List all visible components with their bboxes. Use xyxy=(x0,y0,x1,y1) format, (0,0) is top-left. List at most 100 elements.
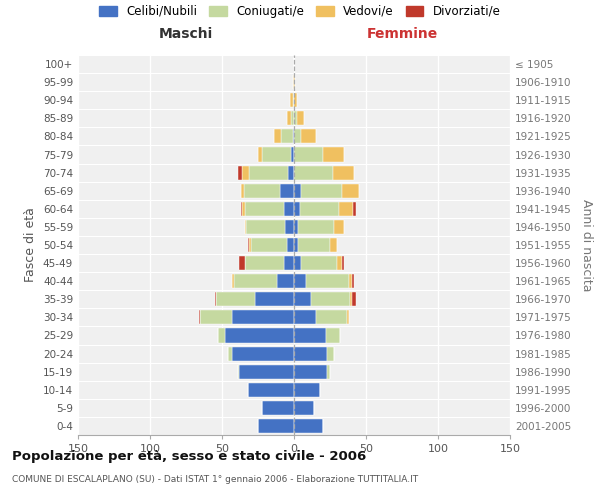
Bar xyxy=(288,166,294,179)
Bar xyxy=(294,220,298,234)
Bar xyxy=(349,274,352,288)
Bar xyxy=(347,310,349,324)
Bar xyxy=(228,346,232,360)
Bar xyxy=(281,130,293,143)
Bar xyxy=(215,292,216,306)
Bar xyxy=(353,202,356,216)
Bar xyxy=(291,112,294,126)
Bar xyxy=(232,274,233,288)
Bar xyxy=(218,328,225,342)
Bar xyxy=(300,202,338,216)
Text: Popolazione per età, sesso e stato civile - 2006: Popolazione per età, sesso e stato civil… xyxy=(12,450,366,463)
Bar xyxy=(239,256,245,270)
Bar xyxy=(323,148,344,162)
Bar xyxy=(258,419,294,433)
Bar xyxy=(242,202,245,216)
Bar xyxy=(238,166,242,179)
Bar xyxy=(316,310,347,324)
Bar xyxy=(277,274,294,288)
Text: Maschi: Maschi xyxy=(159,26,213,40)
Bar xyxy=(250,238,251,252)
Bar xyxy=(294,292,311,306)
Bar xyxy=(294,401,314,415)
Bar xyxy=(294,419,323,433)
Bar xyxy=(327,364,330,378)
Bar xyxy=(305,274,349,288)
Bar xyxy=(232,346,294,360)
Bar xyxy=(294,166,333,179)
Bar xyxy=(352,292,356,306)
Bar xyxy=(247,220,286,234)
Bar xyxy=(301,256,337,270)
Bar xyxy=(242,166,250,179)
Bar xyxy=(200,310,232,324)
Bar xyxy=(294,328,326,342)
Bar xyxy=(294,346,327,360)
Bar xyxy=(241,184,244,198)
Bar xyxy=(294,112,297,126)
Bar xyxy=(294,93,297,108)
Bar xyxy=(244,184,280,198)
Bar xyxy=(255,292,294,306)
Bar xyxy=(286,220,294,234)
Bar xyxy=(294,238,298,252)
Bar xyxy=(327,346,334,360)
Bar xyxy=(311,292,350,306)
Bar xyxy=(341,184,359,198)
Bar xyxy=(232,310,294,324)
Bar xyxy=(245,220,247,234)
Bar xyxy=(330,238,337,252)
Bar xyxy=(274,130,281,143)
Bar xyxy=(262,148,291,162)
Bar xyxy=(298,238,330,252)
Bar xyxy=(326,328,340,342)
Bar xyxy=(258,148,262,162)
Bar xyxy=(199,310,200,324)
Bar xyxy=(294,148,323,162)
Bar xyxy=(245,202,284,216)
Bar xyxy=(241,202,242,216)
Bar xyxy=(294,310,316,324)
Bar xyxy=(298,220,334,234)
Bar xyxy=(294,130,301,143)
Bar xyxy=(293,130,294,143)
Bar xyxy=(294,202,300,216)
Bar xyxy=(287,112,291,126)
Bar xyxy=(284,256,294,270)
Bar xyxy=(333,166,355,179)
Bar xyxy=(250,166,288,179)
Bar xyxy=(280,184,294,198)
Bar xyxy=(350,292,352,306)
Bar xyxy=(301,130,316,143)
Bar xyxy=(352,274,355,288)
Bar xyxy=(262,401,294,415)
Bar xyxy=(301,184,341,198)
Bar xyxy=(294,75,295,89)
Bar xyxy=(290,93,293,108)
Bar xyxy=(294,184,301,198)
Bar xyxy=(248,382,294,397)
Bar xyxy=(338,202,353,216)
Bar xyxy=(294,382,320,397)
Bar xyxy=(216,292,255,306)
Y-axis label: Fasce di età: Fasce di età xyxy=(25,208,37,282)
Bar xyxy=(238,364,239,378)
Bar xyxy=(294,364,327,378)
Bar xyxy=(294,256,301,270)
Text: COMUNE DI ESCALAPLANO (SU) - Dati ISTAT 1° gennaio 2006 - Elaborazione TUTTITALI: COMUNE DI ESCALAPLANO (SU) - Dati ISTAT … xyxy=(12,475,418,484)
Bar xyxy=(233,274,277,288)
Bar xyxy=(239,364,294,378)
Bar xyxy=(297,112,304,126)
Bar xyxy=(334,220,344,234)
Bar xyxy=(284,202,294,216)
Bar xyxy=(293,75,294,89)
Bar xyxy=(291,148,294,162)
Bar xyxy=(225,328,294,342)
Bar xyxy=(341,256,344,270)
Legend: Celibi/Nubili, Coniugati/e, Vedovi/e, Divorziati/e: Celibi/Nubili, Coniugati/e, Vedovi/e, Di… xyxy=(95,0,505,22)
Y-axis label: Anni di nascita: Anni di nascita xyxy=(580,198,593,291)
Bar xyxy=(337,256,341,270)
Bar xyxy=(287,238,294,252)
Bar xyxy=(248,238,250,252)
Bar xyxy=(294,274,305,288)
